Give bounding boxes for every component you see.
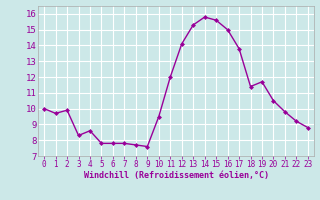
X-axis label: Windchill (Refroidissement éolien,°C): Windchill (Refroidissement éolien,°C) bbox=[84, 171, 268, 180]
